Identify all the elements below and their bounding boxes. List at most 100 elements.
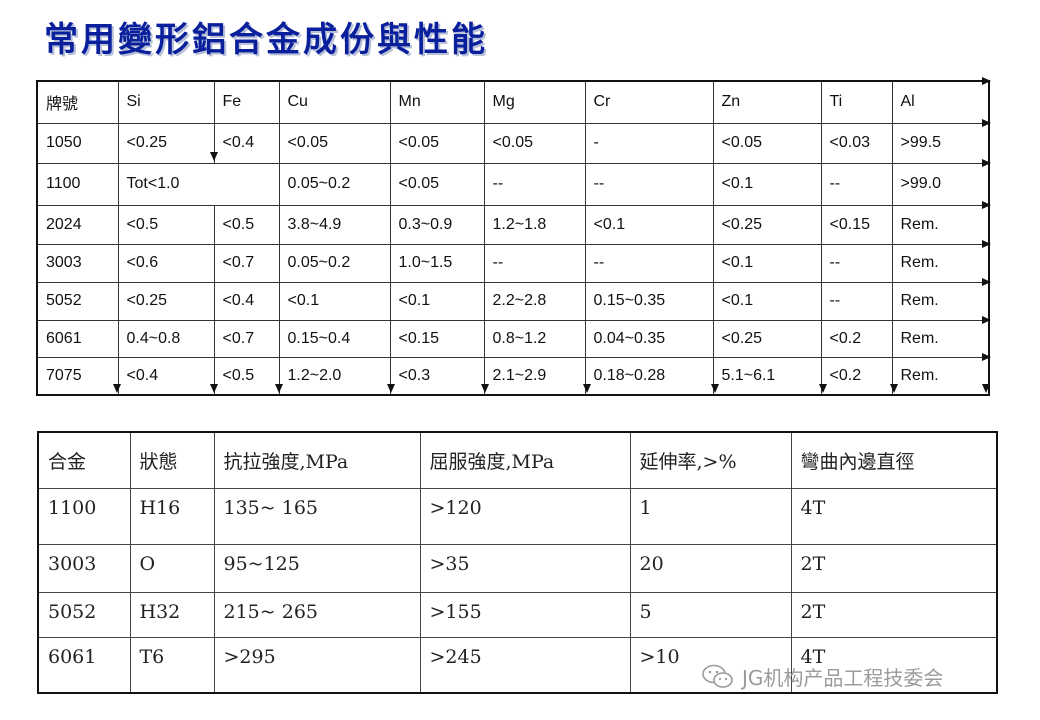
table-cell: <0.4 xyxy=(213,281,280,321)
table-cell: 3.8~4.9 xyxy=(278,204,391,245)
header-cell-bend-diameter: 彎曲內邊直徑 xyxy=(790,431,998,489)
table-cell: <0.1 xyxy=(389,281,485,321)
table-cell: 215~ 265 xyxy=(213,591,421,638)
header-cell-fe: Fe xyxy=(213,80,280,124)
table-cell: <0.5 xyxy=(213,204,280,245)
table-cell: -- xyxy=(584,162,714,206)
table-cell: 0.05~0.2 xyxy=(278,162,391,206)
header-cell-ti: Ti xyxy=(820,80,893,124)
table-row: 1100 H16 135~ 165 >120 1 4T xyxy=(37,487,998,545)
header-cell-tensile-strength: 抗拉強度,MPa xyxy=(213,431,421,489)
table-cell: 6061 xyxy=(36,319,119,358)
table-cell: >155 xyxy=(419,591,631,638)
table-cell: Rem. xyxy=(891,281,990,321)
table-cell: Rem. xyxy=(891,356,990,396)
watermark-text: JG机构产品工程技委会 xyxy=(742,666,944,690)
table-cell: >35 xyxy=(419,543,631,593)
table-cell: 95~125 xyxy=(213,543,421,593)
table-row: 3003 O 95~125 >35 20 2T xyxy=(37,543,998,593)
table-cell: 0.3~0.9 xyxy=(389,204,485,245)
table-cell: <0.1 xyxy=(712,162,822,206)
header-cell-si: Si xyxy=(117,80,215,124)
table-cell: 20 xyxy=(629,543,792,593)
table-cell: <0.4 xyxy=(117,356,215,396)
table-cell: 1.2~2.0 xyxy=(278,356,391,396)
table-cell: Tot<1.0 xyxy=(117,162,280,206)
table-cell: 1100 xyxy=(36,162,119,206)
table-cell: O xyxy=(129,543,215,593)
table-cell: <0.05 xyxy=(483,122,586,164)
table-cell: <0.1 xyxy=(584,204,714,245)
table-cell: >120 xyxy=(419,487,631,545)
table-cell: <0.7 xyxy=(213,243,280,283)
table-cell: 0.8~1.2 xyxy=(483,319,586,358)
wechat-icon xyxy=(702,664,733,688)
table-cell: 5 xyxy=(629,591,792,638)
table-row: 6061 0.4~0.8 <0.7 0.15~0.4 <0.15 0.8~1.2… xyxy=(36,319,990,358)
table-cell: <0.6 xyxy=(117,243,215,283)
table-cell: <0.25 xyxy=(712,204,822,245)
table-cell: -- xyxy=(483,243,586,283)
table-cell: 5052 xyxy=(37,591,131,638)
table-cell: 2T xyxy=(790,543,998,593)
header-cell-temper: 狀態 xyxy=(129,431,215,489)
table-cell: 0.18~0.28 xyxy=(584,356,714,396)
table-cell: <0.1 xyxy=(278,281,391,321)
table-cell: >295 xyxy=(213,636,421,694)
table-cell: >245 xyxy=(419,636,631,694)
header-cell-al: Al xyxy=(891,80,990,124)
table-cell: <0.25 xyxy=(117,122,215,164)
page-title: 常用變形鋁合金成份與性能 xyxy=(44,20,488,60)
table-cell: -- xyxy=(584,243,714,283)
table-cell: 4T xyxy=(790,636,998,694)
table-cell: >99.0 xyxy=(891,162,990,206)
table-cell: <0.25 xyxy=(117,281,215,321)
table-cell: 2024 xyxy=(36,204,119,245)
table-cell: <0.5 xyxy=(213,356,280,396)
header-cell-cu: Cu xyxy=(278,80,391,124)
table-cell: 7075 xyxy=(36,356,119,396)
table-cell: 2T xyxy=(790,591,998,638)
table-cell: -- xyxy=(820,243,893,283)
table-cell: <0.1 xyxy=(712,243,822,283)
table-cell: 0.15~0.35 xyxy=(584,281,714,321)
table-cell: 5052 xyxy=(36,281,119,321)
table-cell: <0.2 xyxy=(820,319,893,358)
table-cell: 6061 xyxy=(37,636,131,694)
table-cell: -- xyxy=(820,162,893,206)
table-cell: <0.3 xyxy=(389,356,485,396)
table-cell: 3003 xyxy=(36,243,119,283)
header-cell-elongation: 延伸率,>% xyxy=(629,431,792,489)
table-cell: 1050 xyxy=(36,122,119,164)
table-cell: 1.2~1.8 xyxy=(483,204,586,245)
watermark: JG机构产品工程技委会 xyxy=(702,662,943,691)
table-cell: 5.1~6.1 xyxy=(712,356,822,396)
properties-table: 合金 狀態 抗拉強度,MPa 屈服強度,MPa 延伸率,>% 彎曲內邊直徑 11… xyxy=(37,431,998,694)
table-cell: 1 xyxy=(629,487,792,545)
table-cell: <0.1 xyxy=(712,281,822,321)
table-cell: 135~ 165 xyxy=(213,487,421,545)
table-cell: 4T xyxy=(790,487,998,545)
header-cell-alloy: 合金 xyxy=(37,431,131,489)
table-cell: 0.15~0.4 xyxy=(278,319,391,358)
properties-header-row: 合金 狀態 抗拉強度,MPa 屈服強度,MPa 延伸率,>% 彎曲內邊直徑 xyxy=(37,431,998,489)
table-cell: <0.15 xyxy=(820,204,893,245)
table-cell: 0.04~0.35 xyxy=(584,319,714,358)
header-cell-grade: 牌號 xyxy=(36,80,119,124)
table-cell: <0.7 xyxy=(213,319,280,358)
table-cell: 2.2~2.8 xyxy=(483,281,586,321)
table-cell: <0.05 xyxy=(278,122,391,164)
table-row: 5052 H32 215~ 265 >155 5 2T xyxy=(37,591,998,638)
table-row: 6061 T6 >295 >245 >10 4T xyxy=(37,636,998,694)
table-cell: <0.05 xyxy=(389,122,485,164)
header-cell-mn: Mn xyxy=(389,80,485,124)
table-cell: Rem. xyxy=(891,319,990,358)
header-cell-yield-strength: 屈服強度,MPa xyxy=(419,431,631,489)
table-cell: <0.03 xyxy=(820,122,893,164)
composition-table: 牌號 Si Fe Cu Mn Mg Cr Zn Ti Al 1050 <0.25… xyxy=(36,80,990,396)
table-row: 1100 Tot<1.0 0.05~0.2 <0.05 -- -- <0.1 -… xyxy=(36,162,990,206)
table-cell: 0.4~0.8 xyxy=(117,319,215,358)
table-cell: - xyxy=(584,122,714,164)
table-row: 5052 <0.25 <0.4 <0.1 <0.1 2.2~2.8 0.15~0… xyxy=(36,281,990,321)
header-cell-zn: Zn xyxy=(712,80,822,124)
